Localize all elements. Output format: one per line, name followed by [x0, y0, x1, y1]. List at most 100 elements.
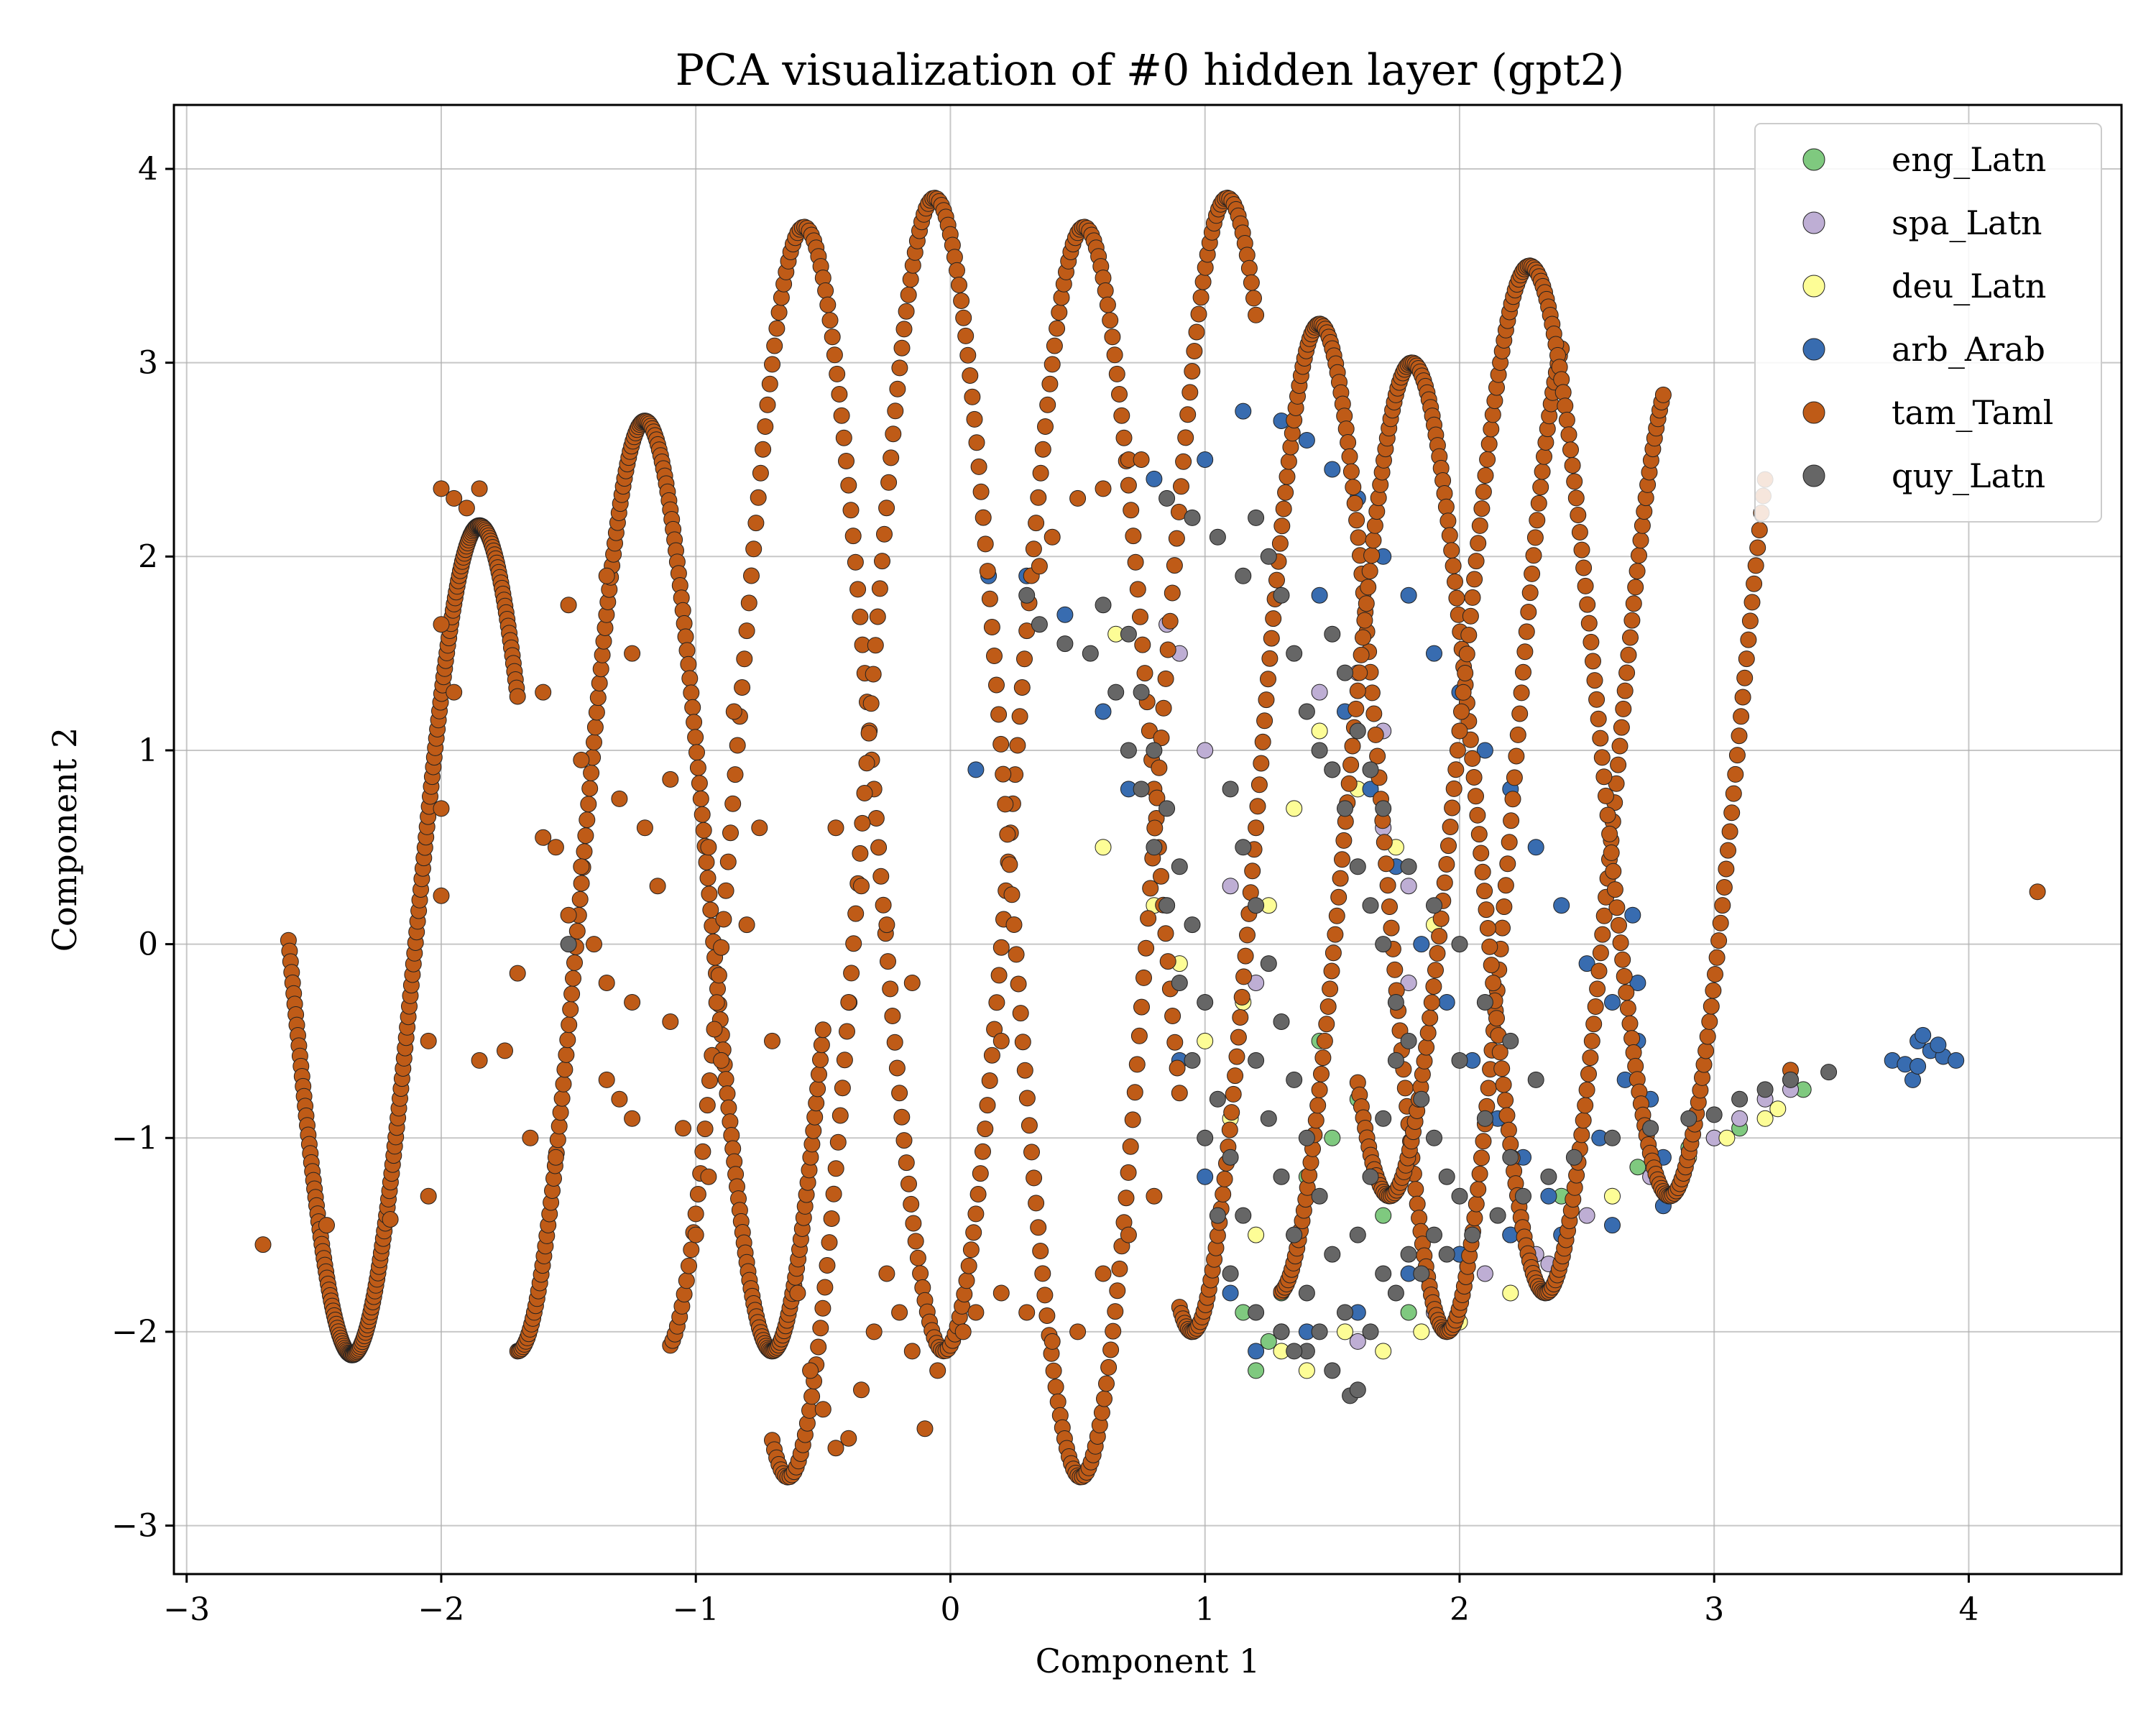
data-point: [1375, 1110, 1392, 1127]
data-point: [1273, 1013, 1290, 1030]
data-point: [1146, 470, 1163, 487]
data-point: [611, 790, 628, 807]
data-point: [1604, 994, 1621, 1011]
data-point: [1423, 994, 1440, 1011]
legend-marker: [1802, 401, 1825, 424]
data-point: [802, 1362, 819, 1379]
data-point: [1564, 457, 1581, 474]
data-point: [1344, 737, 1361, 755]
data-point: [1197, 1129, 1214, 1146]
data-point: [1039, 396, 1056, 413]
data-point: [1721, 823, 1738, 840]
data-point: [683, 1241, 700, 1259]
data-point: [1439, 512, 1457, 530]
data-point: [853, 1381, 870, 1399]
data-point: [1197, 994, 1214, 1011]
data-point: [446, 489, 463, 507]
data-point: [1049, 320, 1066, 337]
data-point: [1720, 842, 1736, 859]
data-point: [1470, 1181, 1487, 1198]
data-point: [1222, 781, 1239, 798]
data-point: [750, 489, 767, 506]
data-point: [1313, 1065, 1330, 1082]
data-point: [1016, 650, 1033, 668]
data-point: [1209, 1090, 1226, 1108]
data-point: [956, 1286, 973, 1303]
data-point: [591, 675, 608, 691]
data-point: [1375, 1343, 1392, 1360]
legend-label: arb_Arab: [1892, 330, 2045, 369]
data-point: [1525, 547, 1542, 564]
data-point: [562, 1000, 579, 1018]
data-point: [1509, 726, 1526, 743]
data-point: [1614, 951, 1631, 968]
data-point: [1011, 708, 1028, 725]
data-point: [1595, 768, 1613, 786]
data-point: [1324, 1362, 1341, 1379]
data-point: [1756, 1110, 1774, 1127]
data-point: [847, 905, 865, 922]
data-point: [1513, 684, 1530, 702]
data-point: [1731, 727, 1748, 745]
data-point: [1473, 1149, 1490, 1167]
data-point: [1769, 1100, 1787, 1118]
data-point: [738, 916, 755, 934]
data-point: [1362, 1323, 1379, 1340]
data-point: [1562, 441, 1579, 459]
data-point: [1708, 949, 1726, 966]
data-point: [1740, 631, 1757, 648]
data-point: [1622, 629, 1639, 646]
data-point: [1298, 1129, 1315, 1146]
data-point: [1280, 453, 1297, 470]
data-point: [1340, 775, 1358, 792]
data-point: [1497, 877, 1514, 894]
data-point: [1526, 529, 1544, 546]
data-point: [573, 875, 590, 892]
data-point: [1365, 705, 1383, 722]
data-point: [1386, 961, 1404, 978]
data-point: [598, 975, 615, 991]
x-tick-label: −2: [418, 1591, 465, 1628]
data-point: [1369, 748, 1386, 765]
data-point: [1349, 1381, 1366, 1399]
data-point: [1237, 947, 1254, 965]
data-point: [764, 1032, 780, 1049]
data-point: [1573, 1126, 1590, 1144]
data-point: [724, 795, 742, 812]
data-point: [560, 597, 577, 614]
data-point: [1592, 730, 1609, 747]
data-point: [768, 320, 786, 337]
data-point: [1473, 500, 1491, 518]
data-point: [699, 870, 717, 887]
data-point: [1012, 1005, 1029, 1022]
data-point: [1458, 645, 1475, 663]
data-point: [1445, 780, 1462, 797]
data-point: [1697, 1042, 1715, 1059]
data-point: [1053, 289, 1070, 306]
data-point: [1105, 1322, 1122, 1340]
data-point: [715, 911, 732, 928]
data-point: [1123, 502, 1140, 519]
data-point: [836, 1052, 853, 1069]
data-point: [966, 410, 983, 428]
data-point: [988, 676, 1005, 694]
data-point: [870, 839, 888, 856]
data-point: [1348, 700, 1365, 717]
data-point: [1109, 1282, 1126, 1300]
data-point: [1595, 907, 1613, 924]
data-point: [871, 580, 888, 597]
data-point: [1473, 845, 1490, 862]
data-point: [1465, 769, 1483, 786]
data-point: [1616, 967, 1633, 985]
data-point: [1171, 1085, 1188, 1102]
data-point: [814, 1021, 831, 1039]
data-point: [1502, 1032, 1519, 1049]
data-point: [1488, 1010, 1505, 1027]
data-point: [1481, 938, 1498, 955]
data-point: [1909, 1058, 1927, 1075]
data-point: [1457, 665, 1474, 681]
data-point: [1046, 337, 1063, 354]
y-tick-label: 0: [138, 926, 158, 963]
data-point: [1483, 957, 1500, 974]
data-point: [1239, 926, 1256, 944]
